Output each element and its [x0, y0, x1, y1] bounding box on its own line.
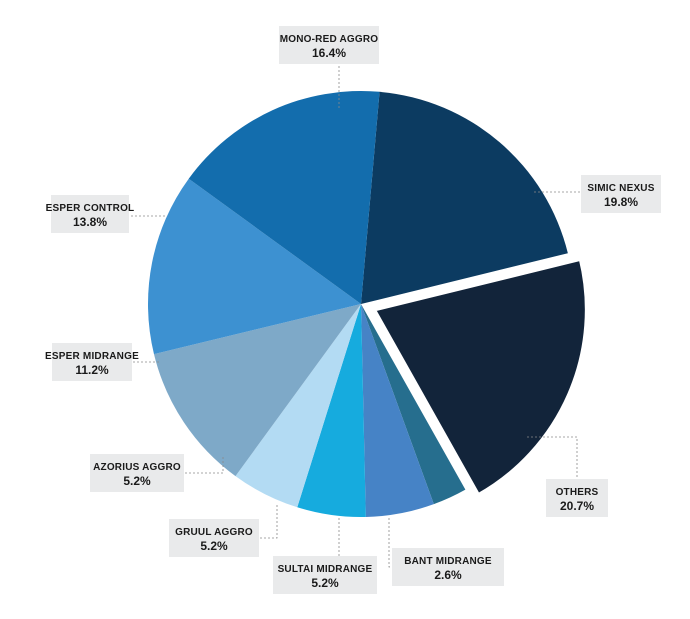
slice-name-label: OTHERS [556, 487, 599, 498]
pie-slice-sultai-midrange [361, 304, 434, 517]
label-box [546, 479, 608, 517]
slice-name-label: AZORIUS AGGRO [93, 462, 181, 473]
leader-line [184, 457, 224, 474]
leader-lines [129, 63, 581, 568]
pie-slice-simic-nexus [361, 91, 568, 304]
label-box [169, 519, 259, 557]
pie-slice-esper-midrange [153, 304, 361, 477]
slice-value-label: 5.2% [200, 539, 228, 553]
pie-slices [148, 91, 589, 517]
slice-name-label: GRUUL AGGRO [175, 527, 253, 538]
pie-slice-azorius-aggro [235, 304, 361, 508]
slice-name-label: BANT MIDRANGE [404, 556, 492, 567]
slice-value-label: 13.8% [73, 215, 107, 229]
slice-value-label: 5.2% [311, 576, 339, 590]
label-box [52, 343, 132, 381]
leader-line [388, 518, 392, 568]
slice-value-label: 11.2% [75, 363, 109, 377]
slice-value-label: 5.2% [123, 474, 151, 488]
label-box [581, 175, 661, 213]
label-box [273, 556, 377, 594]
pie-slice-others [370, 256, 589, 498]
slice-name-label: SULTAI MIDRANGE [278, 564, 373, 575]
label-box [392, 548, 504, 586]
label-box [279, 26, 379, 64]
slice-value-label: 16.4% [312, 46, 346, 60]
label-box [51, 195, 129, 233]
label-box [90, 454, 184, 492]
pie-slice-mono-red-aggro [188, 91, 380, 304]
leader-line [259, 505, 278, 539]
pie-slice-gruul-aggro [297, 304, 366, 517]
slice-name-label: ESPER CONTROL [46, 203, 135, 214]
slice-name-label: SIMIC NEXUS [587, 183, 654, 194]
slice-name-label: ESPER MIDRANGE [45, 351, 139, 362]
slice-value-label: 2.6% [434, 568, 462, 582]
leader-line [527, 436, 578, 479]
pie-slice-bant-midrange [361, 304, 466, 505]
slice-value-label: 19.8% [604, 195, 638, 209]
slice-name-label: MONO-RED AGGRO [280, 34, 379, 45]
slice-value-label: 20.7% [560, 499, 594, 513]
pie-slice-esper-control [148, 178, 361, 355]
